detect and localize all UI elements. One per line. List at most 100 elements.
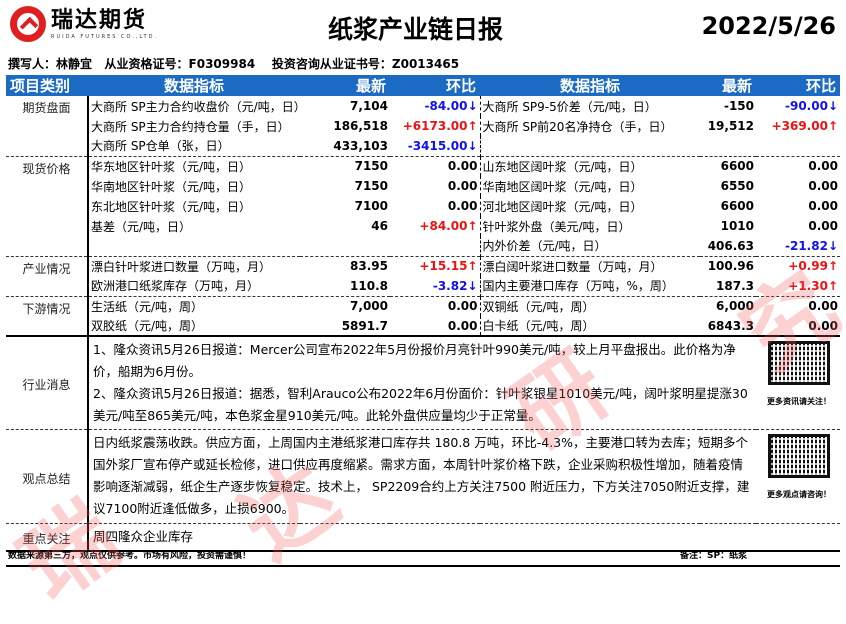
change-value: 0.00 [447,199,478,213]
indicator-name [479,136,700,156]
logo-name: 瑞达期货 [51,8,148,33]
latest-value: 6843.3 [707,318,754,333]
change-value: +84.00↑ [419,219,478,233]
table-row: 重点关注 周四隆众企业库存 [6,523,840,551]
change-value: +6173.00↑ [402,119,478,133]
logo-icon [10,6,46,42]
latest-value: 7150 [354,179,388,193]
indicator-name: 大商所 SP主力合约收盘价（元/吨，日） [91,99,300,114]
indicator-name: 针叶浆外盘（美元/吨，日） [479,216,700,236]
table-row: 东北地区针叶浆（元/吨，日） 7100 0.00 河北地区阔叶浆（元/吨，日） 6600… [6,196,840,216]
qr-code: 更多观点请咨询！ [760,434,838,506]
change-value: -3415.00↓ [407,138,478,153]
category-label: 重点关注 [6,523,89,551]
indicator-name: 漂白阔叶浆进口数量（万吨，月） [479,255,700,276]
data-table: 项目类别 数据指标 最新 环比 数据指标 最新 环比 期货盘面 大商所 SP主力合约收盘价（元… [6,75,840,552]
latest-value: 5891.7 [341,318,388,333]
category-label: 现货价格 [6,155,89,256]
qr-code: 更多资讯请关注！ [760,341,838,413]
category-label: 产业情况 [6,255,89,296]
disclaimer: 数据来源第三方，观点仅供参考。市场有风险，投资需谨慎！ [8,551,252,561]
indicator-name: 双铜纸（元/吨，周） [479,295,700,316]
latest-value: 7150 [300,155,390,176]
latest-value: 110.8 [350,278,388,293]
change-value: -3.82↓ [432,278,478,293]
indicator-name: 白卡纸（元/吨，周） [479,316,700,336]
column-header: 数据指标 [480,75,700,96]
change-value: 0.00 [808,318,838,333]
news-item: 2、隆众资讯5月26日报道：据悉，智利Arauco公布2022年6月份面价：针叶… [93,386,748,423]
indicator-name: 华南地区阔叶浆（元/吨，日） [479,176,700,196]
latest-value: 186,518 [333,119,388,133]
latest-value: 406.63 [707,238,754,253]
latest-value: 6550 [720,179,754,193]
indicator-name: 华东地区针叶浆（元/吨，日） [88,155,300,176]
table-row: 基差（元/吨，日） 46 +84.00↑ 针叶浆外盘（美元/吨，日） 1010 0.00 [6,216,840,236]
column-header: 最新 [300,75,390,96]
category-label: 下游情况 [6,295,89,336]
table-row: 双胶纸（元/吨，周） 5891.7 0.00 白卡纸（元/吨，周） 6843.3 0.00 [6,316,840,336]
author-info: 撰写人：林静宜 从业资格证号：F0309984 投资咨询从业证书号：Z00134… [8,57,460,71]
latest-value [300,236,390,256]
category-label: 观点总结 [6,429,89,524]
change-value [756,136,840,156]
latest-value: 100.96 [700,255,756,276]
focus-content: 周四隆众企业库存 [93,529,194,544]
category-label: 期货盘面 [6,96,89,156]
report-date: 2022/5/26 [701,12,836,40]
indicator-name: 华南地区针叶浆（元/吨，日） [91,179,252,194]
report-title: 纸浆产业链日报 [328,15,504,44]
focus-text: 周四隆众企业库存 [88,523,840,551]
change-value: +15.15↑ [390,255,480,276]
indicator-name: 欧洲港口纸浆库存（万吨，月） [91,279,260,294]
latest-value: 46 [371,219,388,233]
table-row: 下游情况 生活纸（元/吨，周） 7,000 0.00 双铜纸（元/吨，周） 6,000 0.… [6,295,840,336]
latest-value [700,136,756,156]
latest-value: 433,103 [333,138,388,153]
qr-code-icon [768,434,830,478]
change-value: 0.00 [390,295,480,316]
indicator-name: 基差（元/吨，日） [91,219,192,234]
news-item: 1、隆众资讯5月26日报道：Mercer公司宣布2022年5月份报价月亮针叶99… [93,342,736,379]
column-header: 最新 [700,75,756,96]
qr-caption: 更多观点请咨询！ [767,490,831,499]
indicator-name: 大商所 SP9-5价差（元/吨，日） [479,96,700,116]
table-row: 内外价差（元/吨，日） 406.63 -21.82↓ [6,236,840,256]
table-row: 产业情况 漂白针叶浆进口数量（万吨，月） 83.95 +15.15↑ 漂白阔叶浆进口数量… [6,255,840,296]
change-value: 0.00 [447,179,478,193]
table-row: 欧洲港口纸浆库存（万吨，月） 110.8 -3.82↓ 国内主要港口库存（万吨，%，周… [6,276,840,296]
change-value: +1.30↑ [788,278,838,293]
change-value: 0.00 [808,219,838,233]
news-text: 1、隆众资讯5月26日报道：Mercer公司宣布2022年5月份报价月亮针叶99… [88,336,840,430]
column-header: 数据指标 [88,75,300,96]
indicator-name: 河北地区阔叶浆（元/吨，日） [479,196,700,216]
qr-caption: 更多资讯请关注！ [767,397,831,406]
latest-value: 1010 [720,219,754,233]
change-value: +0.99↑ [756,255,840,276]
latest-value: 19,512 [707,119,754,133]
view-content: 日内纸浆震荡收跌。供应方面，上周国内主港纸浆港口库存共 180.8 万吨，环比-… [93,435,750,516]
change-value: 0.00 [808,199,838,213]
logo: 瑞达期货 RUIDA FUTURES CO.,LTD. [10,6,158,42]
latest-value: 7100 [354,199,388,213]
change-value: 0.00 [447,318,478,333]
table-row: 大商所 SP仓单（张，日） 433,103 -3415.00↓ [6,136,840,156]
table-row: 现货价格 华东地区针叶浆（元/吨，日） 7150 0.00 山东地区阔叶浆（元/吨，日）… [6,155,840,256]
change-value: 0.00 [808,179,838,193]
indicator-name: 漂白针叶浆进口数量（万吨，月） [88,255,300,276]
indicator-name: 国内主要港口库存（万吨，%，周） [479,276,700,296]
change-value: -21.82↓ [785,238,838,253]
column-header: 环比 [390,75,480,96]
indicator-name: 大商所 SP主力合约持仓量（手，日） [91,119,290,134]
latest-value: 6600 [700,155,756,176]
change-value: -84.00↓ [424,99,478,113]
indicator-name [88,236,300,256]
divider [6,565,840,567]
table-row: 行业消息 1、隆众资讯5月26日报道：Mercer公司宣布2022年5月份报价月亮… [6,336,840,430]
qr-code-icon [768,341,830,385]
latest-value: 6,000 [700,295,756,316]
change-value: +369.00↑ [771,119,838,133]
table-row: 期货盘面 大商所 SP主力合约收盘价（元/吨，日） 7,104 -84.00↓ 大商所 … [6,96,840,156]
note: 备注：SP：纸浆 [680,551,748,561]
latest-value: 7,104 [350,99,388,113]
